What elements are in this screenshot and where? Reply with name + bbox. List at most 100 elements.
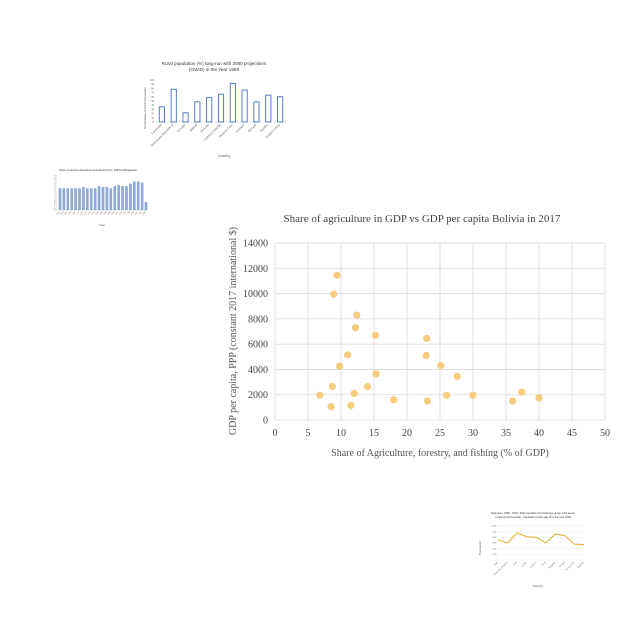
diet-bar bbox=[105, 187, 109, 211]
diet-y-tick-label: 2.6 bbox=[54, 180, 56, 182]
rural-x-tick-label: Lesotho bbox=[259, 123, 270, 134]
main-x-tick-label: 50 bbox=[600, 428, 610, 439]
diet-x-tick-label: 2001 bbox=[135, 211, 139, 215]
pop-y-tick-label: 2000 bbox=[492, 548, 496, 550]
rural-x-tick-label: Vanuatu bbox=[176, 123, 187, 134]
main-scatter-point bbox=[353, 311, 361, 319]
diet-bar bbox=[133, 181, 136, 211]
main-y-tick-label: 8000 bbox=[248, 314, 268, 325]
diet-bar bbox=[66, 188, 70, 211]
rural-bar bbox=[182, 112, 189, 123]
pop-chart-xlabel: Country bbox=[533, 584, 544, 588]
diet-y-tick-label: 0.8 bbox=[54, 201, 56, 203]
diet-y-tick-label: 1.0 bbox=[54, 198, 56, 200]
diet-x-tick-label: 1985 bbox=[103, 211, 107, 215]
rural-bar bbox=[265, 94, 272, 123]
main-x-tick-label: 30 bbox=[468, 428, 478, 439]
rural-y-tick-label: 60 bbox=[151, 96, 154, 99]
main-scatter-point bbox=[518, 388, 526, 396]
main-scatter-point bbox=[328, 382, 337, 391]
agriculture-gdp-scatter: Share of agriculture in GDP vs GDP per c… bbox=[228, 213, 610, 459]
diet-y-tick-label: 2.2 bbox=[54, 185, 56, 187]
main-scatter-point bbox=[336, 362, 344, 370]
main-scatter-point bbox=[371, 331, 379, 339]
diet-bar bbox=[121, 186, 124, 211]
main-x-tick-label: 10 bbox=[336, 428, 346, 439]
main-scatter-point bbox=[422, 351, 430, 360]
rural-y-tick-label: 50 bbox=[151, 100, 154, 103]
main-y-tick-label: 14000 bbox=[243, 239, 268, 250]
diet-x-tick-label: 2005 bbox=[142, 211, 146, 215]
main-scatter-point bbox=[390, 396, 398, 404]
rural-population-chart: Rural population (%) long-run with 2050 … bbox=[143, 61, 286, 158]
main-scatter-point bbox=[333, 271, 341, 279]
rural-chart-xlabel: Country bbox=[218, 154, 231, 158]
main-scatter-point bbox=[330, 290, 338, 298]
rural-y-tick-label: 10 bbox=[151, 117, 154, 120]
diet-x-tick-label: 1983 bbox=[99, 211, 103, 215]
rural-y-tick-label: 0 bbox=[153, 121, 155, 124]
diet-x-tick-label: 1999 bbox=[131, 211, 135, 215]
main-x-tick-label: 25 bbox=[435, 428, 445, 439]
pop-x-tick-label: Senegal bbox=[559, 561, 566, 568]
diet-y-tick-label: 1.2 bbox=[54, 196, 56, 198]
diet-x-tick-label: 1973 bbox=[80, 211, 84, 215]
rural-y-tick-label: 80 bbox=[151, 87, 154, 90]
diet-x-tick-label: 1975 bbox=[84, 211, 88, 215]
diet-bar bbox=[140, 182, 144, 211]
rural-y-tick-label: 20 bbox=[151, 113, 154, 116]
diet-y-tick-label: 0.0 bbox=[54, 210, 56, 212]
diet-x-tick-label: 1979 bbox=[91, 211, 95, 215]
diet-x-tick-label: 1981 bbox=[95, 211, 99, 215]
rural-bar bbox=[277, 96, 284, 123]
diet-bar bbox=[78, 188, 81, 211]
diet-bar bbox=[62, 188, 66, 211]
main-y-tick-label: 12000 bbox=[243, 264, 268, 275]
pop-y-tick-label: 6000 bbox=[492, 526, 496, 528]
main-chart-ylabel: GDP per capita, PPP (constant 2017 inter… bbox=[228, 227, 239, 435]
diet-bar bbox=[97, 186, 101, 211]
main-scatter-point bbox=[423, 397, 432, 405]
main-scatter-point bbox=[443, 391, 451, 399]
diet-x-tick-label: 1993 bbox=[119, 211, 123, 215]
diet-bar bbox=[89, 188, 93, 211]
main-scatter-point bbox=[437, 362, 445, 370]
diet-y-tick-label: 2.8 bbox=[54, 178, 56, 180]
diet-bar bbox=[74, 188, 77, 211]
main-scatter-point bbox=[423, 334, 431, 343]
main-x-tick-label: 45 bbox=[567, 428, 577, 439]
diet-y-tick-label: 2.4 bbox=[54, 182, 56, 184]
main-x-tick-label: 40 bbox=[534, 428, 544, 439]
diet-x-tick-label: 1997 bbox=[127, 211, 131, 215]
main-scatter-point bbox=[316, 391, 324, 399]
diet-x-tick-label: 1961 bbox=[56, 211, 60, 215]
main-y-tick-label: 2000 bbox=[248, 390, 268, 401]
rural-y-tick-label: 90 bbox=[151, 83, 154, 86]
diet-bar bbox=[58, 188, 62, 211]
main-scatter-point bbox=[327, 403, 335, 411]
rural-y-tick-label: 70 bbox=[151, 92, 154, 95]
diet-chart-xlabel: Year bbox=[99, 223, 105, 227]
rural-x-tick-label: Rwanda bbox=[199, 123, 210, 134]
main-chart-title: Share of agriculture in GDP vs GDP per c… bbox=[284, 213, 561, 225]
rural-bar bbox=[229, 82, 236, 123]
diet-x-tick-label: 1991 bbox=[115, 211, 119, 215]
pop-x-tick-label: Chad bbox=[494, 561, 500, 567]
rural-chart-title-line1: Rural population (%) long-run with 2050 … bbox=[162, 61, 267, 66]
rural-y-tick-label: 40 bbox=[151, 104, 154, 107]
pop-chart-ylabel: Population bbox=[478, 541, 482, 556]
diet-y-tick-label: 1.6 bbox=[54, 191, 56, 193]
main-y-tick-label: 6000 bbox=[248, 340, 268, 351]
main-scatter-point bbox=[509, 397, 517, 405]
diet-bar bbox=[93, 188, 97, 211]
rural-x-tick-label: Malawi bbox=[189, 123, 199, 133]
rural-chart-ylabel: Percentage of Rural Population bbox=[143, 87, 147, 129]
diet-x-tick-label: 1965 bbox=[64, 211, 68, 215]
diet-y-tick-label: 1.8 bbox=[54, 189, 56, 191]
rural-bar bbox=[217, 93, 225, 123]
main-scatter-point bbox=[351, 324, 360, 332]
main-scatter-point bbox=[347, 401, 355, 410]
diet-y-tick-label: 3.0 bbox=[54, 176, 56, 178]
rural-x-tick-label: Burundi bbox=[247, 123, 257, 133]
main-scatter-point bbox=[469, 391, 477, 399]
